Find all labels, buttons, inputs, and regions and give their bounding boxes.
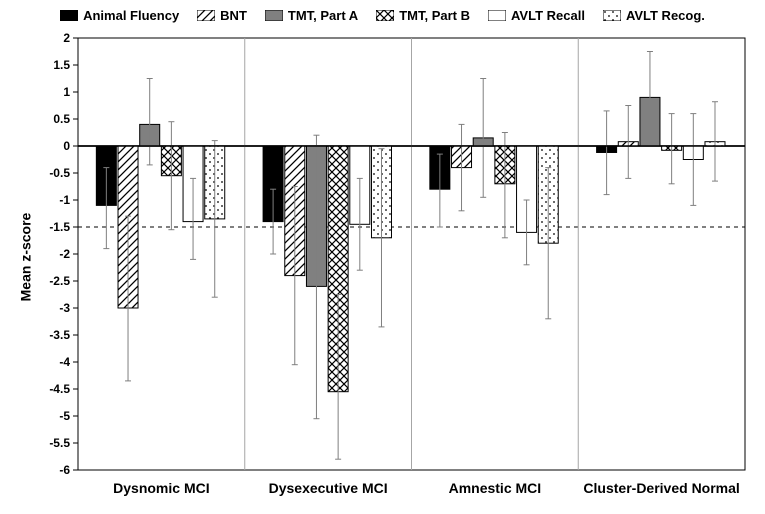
x-category-label: Amnestic MCI — [412, 480, 579, 496]
svg-text:1: 1 — [63, 85, 70, 99]
svg-text:-3: -3 — [59, 301, 70, 315]
legend-swatch — [603, 10, 621, 21]
svg-text:-3.5: -3.5 — [49, 328, 70, 342]
x-category-label: Dysexecutive MCI — [245, 480, 412, 496]
svg-text:-5: -5 — [59, 409, 70, 423]
legend-label: BNT — [220, 8, 247, 23]
legend-item: TMT, Part A — [265, 8, 358, 23]
legend-item: Animal Fluency — [60, 8, 179, 23]
legend-label: AVLT Recall — [511, 8, 585, 23]
legend-swatch — [60, 10, 78, 21]
svg-text:0.5: 0.5 — [53, 112, 70, 126]
legend-swatch — [376, 10, 394, 21]
svg-text:-4.5: -4.5 — [49, 382, 70, 396]
svg-text:-2: -2 — [59, 247, 70, 261]
legend-label: AVLT Recog. — [626, 8, 705, 23]
chart-plot: -6 -5.5 -5 -4.5 -4 -3.5 -3 -2.5 -2 -1.5 -1 -0.5 0 0.5… — [0, 0, 765, 514]
svg-text:-1: -1 — [59, 193, 70, 207]
x-category-label: Dysnomic MCI — [78, 480, 245, 496]
legend-swatch — [488, 10, 506, 21]
svg-text:0: 0 — [63, 139, 70, 153]
svg-text:-5.5: -5.5 — [49, 436, 70, 450]
svg-text:2: 2 — [63, 31, 70, 45]
svg-text:-2.5: -2.5 — [49, 274, 70, 288]
legend-item: TMT, Part B — [376, 8, 470, 23]
legend-label: Animal Fluency — [83, 8, 179, 23]
legend-swatch — [265, 10, 283, 21]
chart-container: Animal Fluency BNT TMT, Part A TMT, Part B A… — [0, 0, 765, 514]
x-category-label: Cluster-Derived Normal — [578, 480, 745, 496]
svg-text:-0.5: -0.5 — [49, 166, 70, 180]
y-axis-label: Mean z-score — [18, 213, 34, 302]
legend-item: BNT — [197, 8, 247, 23]
svg-text:-6: -6 — [59, 463, 70, 477]
legend-item: AVLT Recog. — [603, 8, 705, 23]
svg-text:-1.5: -1.5 — [49, 220, 70, 234]
legend-label: TMT, Part B — [399, 8, 470, 23]
svg-text:1.5: 1.5 — [53, 58, 70, 72]
svg-text:-4: -4 — [59, 355, 70, 369]
legend-swatch — [197, 10, 215, 21]
legend-label: TMT, Part A — [288, 8, 358, 23]
legend: Animal Fluency BNT TMT, Part A TMT, Part B A… — [0, 8, 765, 23]
legend-item: AVLT Recall — [488, 8, 585, 23]
